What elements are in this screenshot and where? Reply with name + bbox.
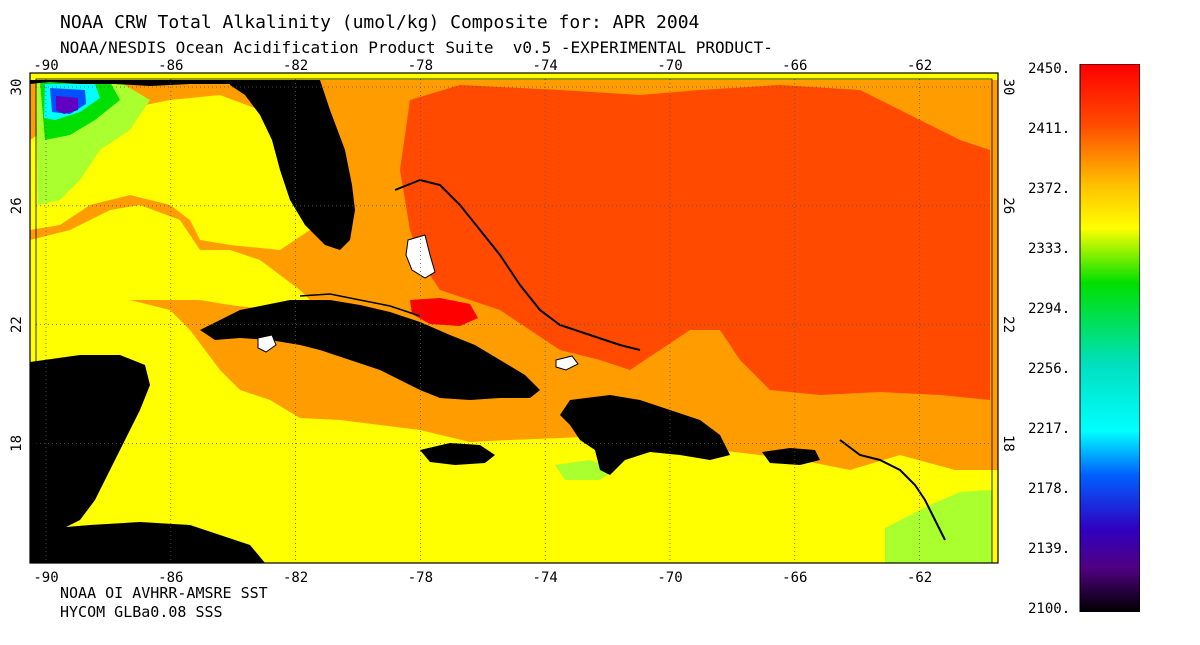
lon-tick-label: -82 (283, 570, 308, 586)
lat-tick-label: 30 (9, 79, 25, 96)
lon-tick-label: -82 (283, 58, 308, 74)
land-cuba-keys (299, 293, 421, 317)
lat-tick-label: 26 (9, 197, 25, 214)
lon-tick-label: -90 (33, 58, 58, 74)
region-violet (56, 96, 78, 114)
lon-tick-label: -66 (782, 570, 807, 586)
land-hispaniola (560, 395, 730, 475)
land-puerto-rico (762, 448, 820, 465)
graticule (36, 79, 992, 563)
lat-tick-label: 18 (9, 435, 25, 452)
colorbar-tick-label: 2139. (1028, 541, 1071, 557)
lon-tick-label: -66 (782, 58, 807, 74)
land-jamaica (420, 443, 495, 465)
lon-tick-label: -62 (907, 570, 932, 586)
lat-tick-label: 30 (1000, 79, 1016, 96)
lon-tick-label: -90 (33, 570, 58, 586)
colorbar (1079, 64, 1140, 612)
lon-tick-label: -70 (657, 58, 682, 74)
colorbar-tick-label: 2100. (1028, 601, 1071, 617)
lon-tick-label: -74 (533, 570, 558, 586)
land-yucatan (30, 355, 150, 530)
sst-source: NOAA OI AVHRR-AMSRE SST (60, 584, 268, 602)
lat-ticks-left: 30 26 22 18 (9, 79, 25, 452)
colorbar-gradient (1079, 64, 1140, 612)
sss-source: HYCOM GLBa0.08 SSS (60, 603, 223, 621)
colorbar-tick-label: 2450. (1028, 61, 1071, 77)
colorbar-tick-label: 2178. (1028, 481, 1071, 497)
lat-tick-label: 18 (1000, 435, 1016, 452)
land-us-gulf-coast (30, 80, 230, 86)
colorbar-tick-label: 2256. (1028, 361, 1071, 377)
land-small-island (257, 334, 277, 353)
lat-ticks-right: 30 26 22 18 (1000, 79, 1016, 452)
map-title: NOAA CRW Total Alkalinity (umol/kg) Comp… (60, 12, 700, 33)
lon-tick-label: -86 (158, 570, 183, 586)
colorbar-tick-label: 2294. (1028, 301, 1071, 317)
lat-tick-label: 22 (9, 316, 25, 333)
lon-tick-label: -78 (408, 58, 433, 74)
land-central-america (30, 522, 265, 563)
lon-tick-label: -74 (533, 58, 558, 74)
region-red (410, 298, 478, 326)
colorbar-tick-label: 2372. (1028, 181, 1071, 197)
lon-tick-label: -78 (408, 570, 433, 586)
lon-ticks-top: -90 -86 -82 -78 -74 -70 -66 -62 (33, 58, 932, 74)
land-lesser-antilles (839, 439, 946, 541)
colorbar-tick-label: 2333. (1028, 241, 1071, 257)
lon-tick-label: -86 (158, 58, 183, 74)
land-bahamas-andros (405, 234, 436, 279)
alkalinity-field (30, 73, 998, 563)
lon-ticks-bottom: -90 -86 -82 -78 -74 -70 -66 -62 (33, 570, 932, 586)
map-subtitle: NOAA/NESDIS Ocean Acidification Product … (60, 38, 773, 57)
land-bahamas-chain (394, 178, 641, 351)
lat-tick-label: 26 (1000, 197, 1016, 214)
lon-tick-label: -62 (907, 58, 932, 74)
region-orange-red (400, 85, 990, 400)
land-inagua (555, 355, 579, 371)
map-inner-frame (35, 78, 993, 564)
land-florida (230, 80, 355, 250)
colorbar-tick-label: 2217. (1028, 421, 1071, 437)
lat-tick-label: 22 (1000, 316, 1016, 333)
colorbar-tick-label: 2411. (1028, 121, 1071, 137)
region-yellow-gulf (30, 205, 310, 310)
lon-tick-label: -70 (657, 570, 682, 586)
